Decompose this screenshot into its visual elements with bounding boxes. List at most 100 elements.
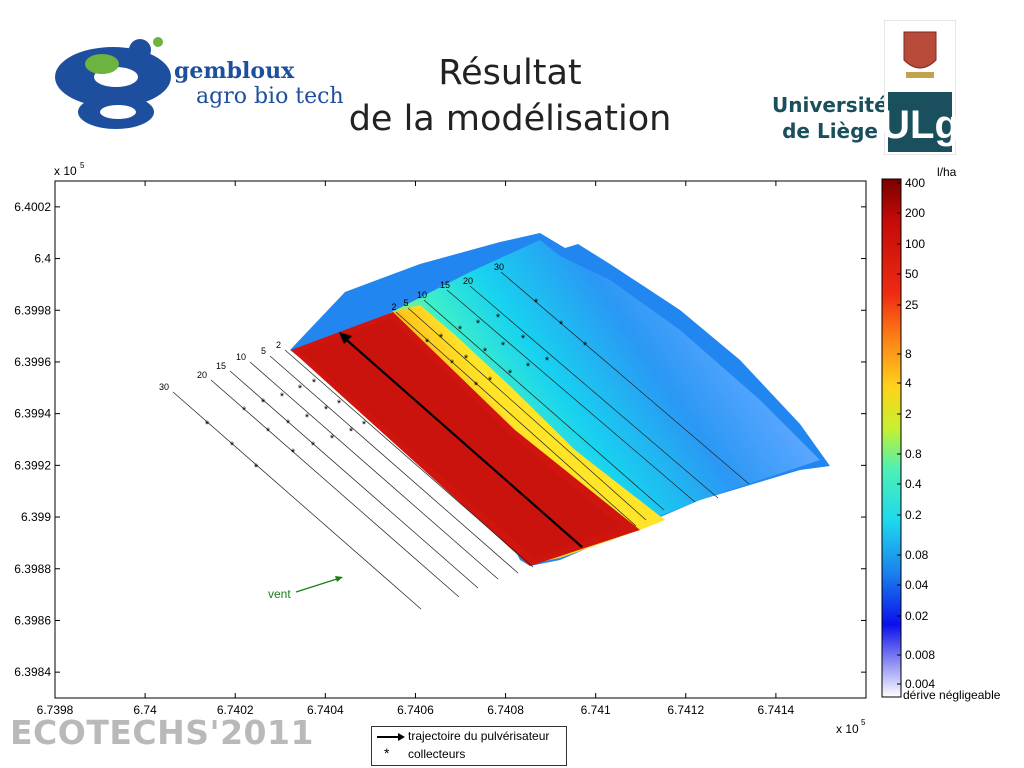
collector-line: [284, 349, 534, 568]
x-tick-label: 6.741: [581, 703, 611, 717]
plot-frame: [54, 180, 867, 699]
collector-marker: *: [286, 418, 291, 430]
colorbar-label: 0.02: [905, 609, 929, 623]
collector-marker: *: [526, 361, 531, 373]
collector-marker: *: [488, 375, 493, 387]
colorbar-label: 4: [905, 376, 912, 390]
collector-line-label: 2: [391, 302, 396, 312]
collector-line-label: 10: [417, 290, 427, 300]
collector-marker: *: [330, 433, 335, 445]
legend-label-collectors: collecteurs: [408, 747, 466, 761]
colorbar-label: 0.4: [905, 477, 922, 491]
y-tick-label: 6.4002: [14, 200, 51, 214]
collector-line: [469, 285, 719, 499]
collector-marker: *: [254, 462, 259, 474]
legend-item-collectors: * collecteurs: [372, 745, 566, 764]
collector-line: [407, 307, 647, 521]
x-tick-label: 6.7414: [758, 703, 795, 717]
colorbar-label: 8: [905, 347, 912, 361]
collector-marker: *: [496, 312, 501, 324]
y-tick-label: 6.3984: [14, 665, 51, 679]
collector-line: [172, 391, 422, 610]
y-tick-label: 6.3986: [14, 613, 51, 627]
collector-marker: *: [583, 340, 588, 352]
colorbar-label: 50: [905, 267, 919, 281]
y-multiplier: x 10: [54, 164, 77, 178]
collector-marker: *: [312, 377, 317, 389]
collector-line-label: 30: [494, 262, 504, 272]
y-tick-label: 6.4: [34, 252, 51, 266]
collector-marker: *: [261, 397, 266, 409]
y-axis: 6.4002 6.4 6.3998 6.3996 6.3994 6.3992 6.399 6.…: [14, 200, 866, 679]
collector-line-label: 5: [261, 346, 266, 356]
colorbar-label: 0.08: [905, 548, 929, 562]
collector-line-label: 20: [197, 370, 207, 380]
chart-legend: trajectoire du pulvérisateur * collecteu…: [371, 726, 567, 766]
x-tick-label: 6.7398: [37, 703, 74, 717]
collector-marker: *: [291, 447, 296, 459]
y-tick-label: 6.399: [21, 510, 51, 524]
collector-marker: *: [337, 398, 342, 410]
collector-marker: *: [450, 358, 455, 370]
logo-right-line-2: de Liège: [782, 119, 878, 143]
sprayer-trajectory: [340, 334, 583, 548]
gembloux-logo-mark: [55, 37, 171, 129]
collector-marker: *: [521, 333, 526, 345]
collector-marker: *: [324, 404, 329, 416]
collector-line-label: 2: [276, 340, 281, 350]
wind-arrow: [295, 577, 341, 593]
collector-marker: *: [501, 340, 506, 352]
x-tick-label: 6.7408: [487, 703, 524, 717]
logo-left-line-1: gembloux: [174, 58, 295, 84]
collector-line: [500, 271, 750, 485]
wind-arrowhead: [335, 576, 343, 582]
collector-line-label: 10: [236, 352, 246, 362]
y-tick-label: 6.3998: [14, 303, 51, 317]
collector-marker: *: [280, 391, 285, 403]
y-tick-label: 6.3994: [14, 407, 51, 421]
collector-marker: *: [464, 353, 469, 365]
trajectory-arrowhead: [339, 332, 352, 344]
y-tick-label: 6.3992: [14, 458, 51, 472]
colorbar-label: 200: [905, 206, 925, 220]
colorbar-label: 100: [905, 237, 925, 251]
collector-marker: *: [534, 297, 539, 309]
colorbar-label: 0.2: [905, 508, 922, 522]
collector-marker: *: [205, 419, 210, 431]
colorbar: [881, 178, 902, 698]
colorbar-label: 0.8: [905, 447, 922, 461]
colorbar-unit: l/ha: [937, 165, 957, 179]
collector-line-label: 15: [440, 280, 450, 290]
collector-line: [249, 361, 499, 580]
collector-marker: *: [242, 405, 247, 417]
x-tick-label: 6.7412: [667, 703, 704, 717]
collector-marker: *: [230, 440, 235, 452]
collector-line: [446, 289, 696, 503]
x-tick-label: 6.7406: [397, 703, 434, 717]
collector-markers: * * * * * * * * * * * * * * * * * * * * * * * * * * * * * * * * * * * *: [205, 297, 588, 474]
collector-line-label: 30: [159, 382, 169, 392]
colorbar-label: 400: [905, 176, 925, 190]
wind-label: vent: [268, 587, 291, 601]
gembloux-logo-text: gembloux agro bio tech: [174, 58, 344, 110]
collector-marker: *: [298, 383, 303, 395]
collector-marker: *: [362, 419, 367, 431]
asterisk-marker-icon: *: [384, 745, 390, 761]
colorbar-label: 0.008: [905, 648, 935, 662]
collector-marker: *: [439, 332, 444, 344]
collector-line-label: 20: [463, 276, 473, 286]
y-tick-label: 6.3996: [14, 355, 51, 369]
legend-label-trajectory: trajectoire du pulvérisateur: [408, 729, 550, 743]
collector-marker: *: [305, 412, 310, 424]
title-line-1: Résultat: [438, 53, 582, 93]
collector-marker: *: [545, 355, 550, 367]
x-axis: 6.7398 6.74 6.7402 6.7404 6.7406 6.7408 6.741 6…: [37, 181, 795, 717]
logo-right-line-1: Université: [772, 93, 888, 117]
colorbar-label: 2: [905, 407, 912, 421]
legend-item-trajectory: trajectoire du pulvérisateur: [372, 728, 566, 746]
collector-marker: *: [311, 440, 316, 452]
collector-marker: *: [508, 368, 513, 380]
collector-line-label: 5: [403, 298, 408, 308]
collector-line: [395, 311, 637, 527]
